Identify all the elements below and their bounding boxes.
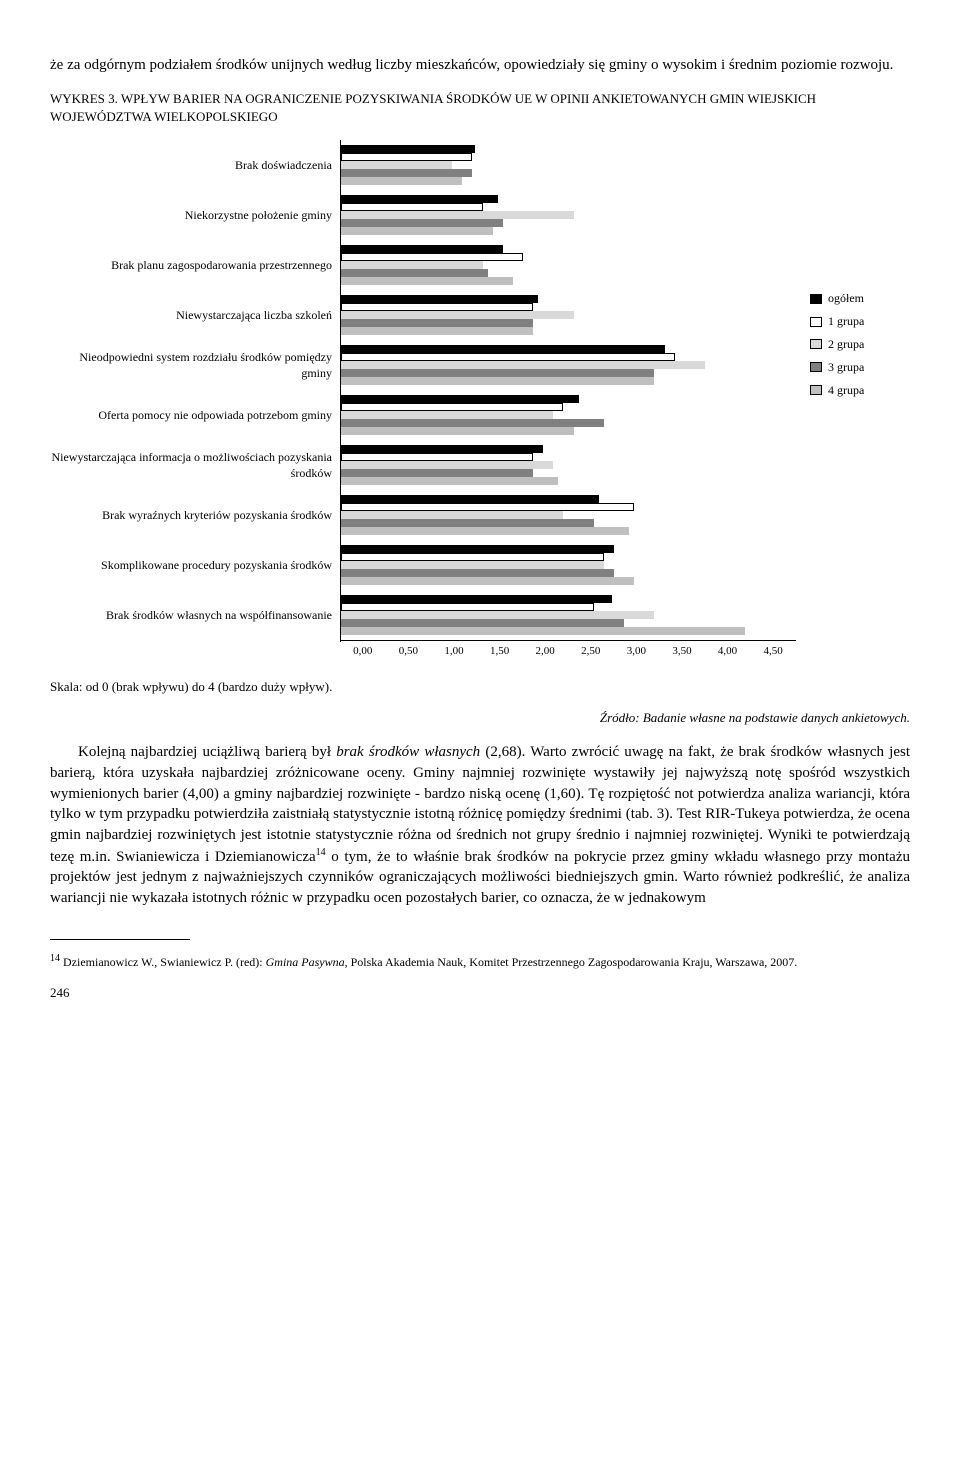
legend-item: 1 grupa bbox=[810, 313, 910, 330]
legend-item: 4 grupa bbox=[810, 382, 910, 399]
bar bbox=[341, 369, 654, 377]
chart-title-prefix: WYKRES 3. bbox=[50, 91, 118, 106]
bar bbox=[341, 395, 579, 403]
bar bbox=[341, 461, 553, 469]
bar bbox=[341, 411, 553, 419]
legend-label: 1 grupa bbox=[828, 313, 864, 330]
bar bbox=[341, 503, 634, 511]
legend-swatch bbox=[810, 317, 822, 327]
footnote-rule bbox=[50, 939, 190, 940]
bar bbox=[341, 169, 472, 177]
x-tick: 3,50 bbox=[659, 644, 705, 659]
x-tick: 3,00 bbox=[614, 644, 660, 659]
bar bbox=[341, 245, 503, 253]
bar bbox=[341, 595, 612, 603]
bar bbox=[341, 627, 745, 635]
bar bbox=[341, 553, 604, 561]
bar bbox=[341, 419, 604, 427]
source-note: Źródło: Badanie własne na podstawie dany… bbox=[50, 709, 910, 727]
bar bbox=[341, 577, 634, 585]
bar-chart: Brak doświadczeniaNiekorzystne położenie… bbox=[50, 140, 910, 659]
bar bbox=[341, 145, 475, 153]
bar bbox=[341, 269, 488, 277]
bar bbox=[341, 603, 594, 611]
legend-swatch bbox=[810, 339, 822, 349]
bar bbox=[341, 403, 563, 411]
x-tick: 4,50 bbox=[750, 644, 796, 659]
bar bbox=[341, 545, 614, 553]
bar bbox=[341, 345, 665, 353]
bar bbox=[341, 353, 675, 361]
bar bbox=[341, 453, 533, 461]
bar bbox=[341, 319, 533, 327]
bar bbox=[341, 527, 629, 535]
bar bbox=[341, 327, 533, 335]
bar bbox=[341, 477, 558, 485]
category-label: Niewystarczająca informacja o możliwości… bbox=[50, 440, 340, 490]
bar bbox=[341, 469, 533, 477]
bar bbox=[341, 569, 614, 577]
category-label: Brak planu zagospodarowania przestrzenne… bbox=[50, 240, 340, 290]
x-tick: 1,00 bbox=[431, 644, 477, 659]
legend-label: ogółem bbox=[828, 290, 864, 307]
x-tick: 0,50 bbox=[386, 644, 432, 659]
legend-swatch bbox=[810, 362, 822, 372]
bar bbox=[341, 161, 452, 169]
category-label: Skomplikowane procedury pozyskania środk… bbox=[50, 540, 340, 590]
legend-label: 3 grupa bbox=[828, 359, 864, 376]
legend-swatch bbox=[810, 294, 822, 304]
category-label: Nieodpowiedni system rozdziału środków p… bbox=[50, 340, 340, 390]
legend-item: ogółem bbox=[810, 290, 910, 307]
legend-label: 4 grupa bbox=[828, 382, 864, 399]
chart-title-rest: WPŁYW BARIER NA OGRANICZENIE POZYSKIWANI… bbox=[50, 91, 816, 124]
x-tick: 2,00 bbox=[522, 644, 568, 659]
bar bbox=[341, 261, 483, 269]
legend-label: 2 grupa bbox=[828, 336, 864, 353]
bar bbox=[341, 377, 654, 385]
bar bbox=[341, 295, 538, 303]
footnote: 14 Dziemianowicz W., Swianiewicz P. (red… bbox=[50, 952, 910, 971]
bar bbox=[341, 211, 574, 219]
x-axis: 0,000,501,001,502,002,503,003,504,004,50 bbox=[340, 644, 796, 659]
bar bbox=[341, 495, 599, 503]
category-label: Niewystarczająca liczba szkoleń bbox=[50, 290, 340, 340]
bar bbox=[341, 561, 604, 569]
footnote-number: 14 bbox=[50, 953, 60, 964]
category-label: Niekorzystne położenie gminy bbox=[50, 190, 340, 240]
category-label: Brak środków własnych na współfinansowan… bbox=[50, 590, 340, 640]
bar bbox=[341, 277, 513, 285]
x-tick: 4,00 bbox=[705, 644, 751, 659]
bar bbox=[341, 519, 594, 527]
legend-swatch bbox=[810, 385, 822, 395]
category-label: Brak doświadczenia bbox=[50, 140, 340, 190]
bar bbox=[341, 177, 462, 185]
bar bbox=[341, 303, 533, 311]
bar bbox=[341, 311, 574, 319]
bar bbox=[341, 445, 543, 453]
bar bbox=[341, 611, 654, 619]
category-label: Oferta pomocy nie odpowiada potrzebom gm… bbox=[50, 390, 340, 440]
page-number: 246 bbox=[50, 984, 910, 1002]
bar bbox=[341, 227, 493, 235]
scale-note: Skala: od 0 (brak wpływu) do 4 (bardzo d… bbox=[50, 678, 910, 696]
bar bbox=[341, 511, 563, 519]
bar bbox=[341, 219, 503, 227]
bar bbox=[341, 203, 483, 211]
bar bbox=[341, 361, 705, 369]
x-tick: 2,50 bbox=[568, 644, 614, 659]
chart-legend: ogółem 1 grupa 2 grupa 3 grupa 4 grupa bbox=[796, 140, 910, 404]
bar bbox=[341, 619, 624, 627]
chart-title: WYKRES 3. WPŁYW BARIER NA OGRANICZENIE P… bbox=[50, 90, 910, 126]
body-paragraph: Kolejną najbardziej uciążliwą barierą by… bbox=[50, 742, 910, 909]
bar bbox=[341, 195, 498, 203]
bar bbox=[341, 427, 574, 435]
bar bbox=[341, 153, 472, 161]
legend-item: 3 grupa bbox=[810, 359, 910, 376]
intro-paragraph: że za odgórnym podziałem środków unijnyc… bbox=[50, 55, 910, 76]
legend-item: 2 grupa bbox=[810, 336, 910, 353]
x-tick: 1,50 bbox=[477, 644, 523, 659]
x-tick: 0,00 bbox=[340, 644, 386, 659]
category-label: Brak wyraźnych kryteriów pozyskania środ… bbox=[50, 490, 340, 540]
bar bbox=[341, 253, 523, 261]
